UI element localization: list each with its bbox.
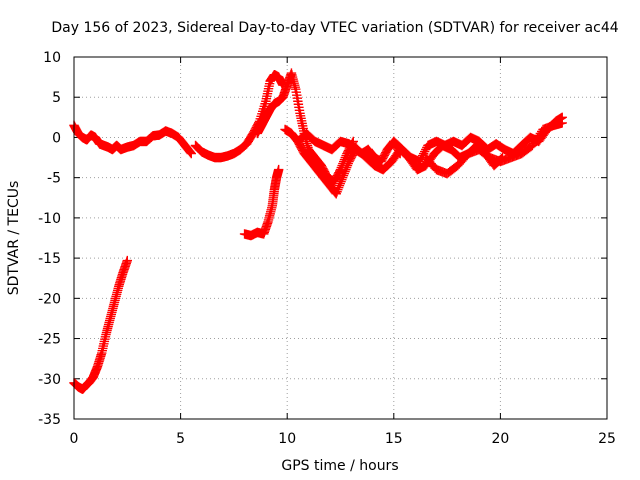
y-tick-label: -15 [38,251,61,267]
y-tick-label: -5 [47,171,61,187]
series-arc-9 [421,118,567,179]
y-tick-label: -20 [38,291,61,307]
x-axis-ticks: 0 5 10 15 20 25 [70,57,616,447]
y-tick-label: 0 [52,130,61,146]
y-tick-label: 10 [43,50,61,66]
x-tick-label: 20 [491,431,509,447]
y-tick-label: -10 [38,211,61,227]
x-tick-label: 15 [385,431,403,447]
grid-lines [74,57,607,419]
y-tick-label: 5 [52,90,61,106]
x-tick-label: 25 [598,431,616,447]
x-axis-label: GPS time / hours [281,458,398,474]
data-point [185,147,196,158]
y-axis-label: SDTVAR / TECUs [6,181,22,296]
x-tick-label: 5 [176,431,185,447]
chart-title: Day 156 of 2023, Sidereal Day-to-day VTE… [51,20,618,36]
plot-frame [73,56,608,420]
y-axis-ticks: -35 -30 -25 -20 -15 -10 -5 0 5 10 [38,50,607,428]
x-tick-label: 10 [278,431,296,447]
data-point [273,164,284,175]
series-arc-3 [190,69,288,163]
series-arc-2 [69,120,196,159]
data-point [186,148,196,159]
y-tick-label: -30 [38,372,61,388]
data-point [122,255,132,266]
x-tick-label: 0 [70,431,79,447]
series-arc-4 [239,164,284,241]
series-arc-1 [69,255,132,394]
data-points [69,68,567,394]
y-tick-label: -25 [38,332,61,348]
data-point [557,118,567,128]
y-tick-label: -35 [38,412,61,428]
